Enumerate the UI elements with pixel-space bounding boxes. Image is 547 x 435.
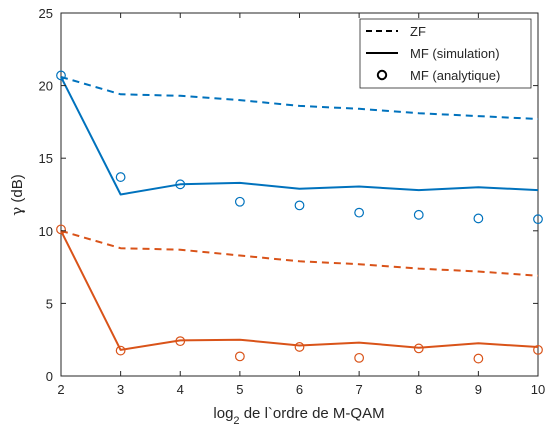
series-5-point [115, 345, 126, 356]
y-tick-label: 10 [39, 224, 53, 239]
y-axis-label: γ (dB) [8, 174, 26, 215]
y-tick-label: 0 [46, 369, 53, 384]
legend-circle-marker-symbol [376, 69, 388, 81]
series-5-point [56, 224, 66, 235]
series-2-point [115, 172, 126, 182]
y-tick-label: 25 [39, 6, 53, 21]
legend-entry-mf-analytique: MF (analytique) [410, 68, 500, 83]
series-5-point [473, 353, 484, 364]
x-tick-label: 3 [117, 382, 124, 397]
series-2-point [175, 179, 186, 190]
series-3-line [60, 229, 539, 277]
x-tick-label: 2 [57, 382, 64, 397]
legend-entry-zf: ZF [410, 24, 426, 39]
x-tick-label: 9 [475, 382, 482, 397]
series-5-point [175, 336, 186, 347]
series-5-point [533, 344, 543, 355]
y-tick-label: 5 [46, 296, 53, 311]
x-tick-label: 7 [356, 382, 363, 397]
legend: ZF MF (simulation) MF (analytique) [359, 18, 532, 89]
x-tick-label: 10 [531, 382, 545, 397]
series-layer [56, 70, 543, 364]
legend-entry-mf-simulation: MF (simulation) [410, 46, 500, 61]
y-tick-label: 20 [39, 79, 53, 94]
series-5-point [413, 343, 424, 354]
x-tick-label: 6 [296, 382, 303, 397]
series-5-point [234, 351, 245, 362]
series-2-point [413, 209, 424, 220]
x-tick-label: 5 [236, 382, 243, 397]
x-axis-label: log2 de l`ordre de M-QAM [213, 405, 384, 427]
tick-layer: 2 3 4 5 6 7 8 9 10 0 5 10 15 20 25 [39, 6, 546, 397]
x-tick-label: 4 [177, 382, 184, 397]
series-2-point [354, 207, 365, 218]
series-2-point [234, 196, 245, 207]
series-2-point [473, 213, 484, 224]
series-0-line [60, 75, 539, 120]
x-tick-label: 8 [415, 382, 422, 397]
series-5-point [294, 342, 305, 352]
series-1-line [60, 76, 539, 196]
series-2-point [533, 214, 543, 225]
y-tick-label: 15 [39, 151, 53, 166]
series-2-point [56, 70, 66, 81]
series-4-line [60, 230, 539, 351]
series-2-point [294, 200, 305, 211]
series-5-point [354, 352, 365, 363]
